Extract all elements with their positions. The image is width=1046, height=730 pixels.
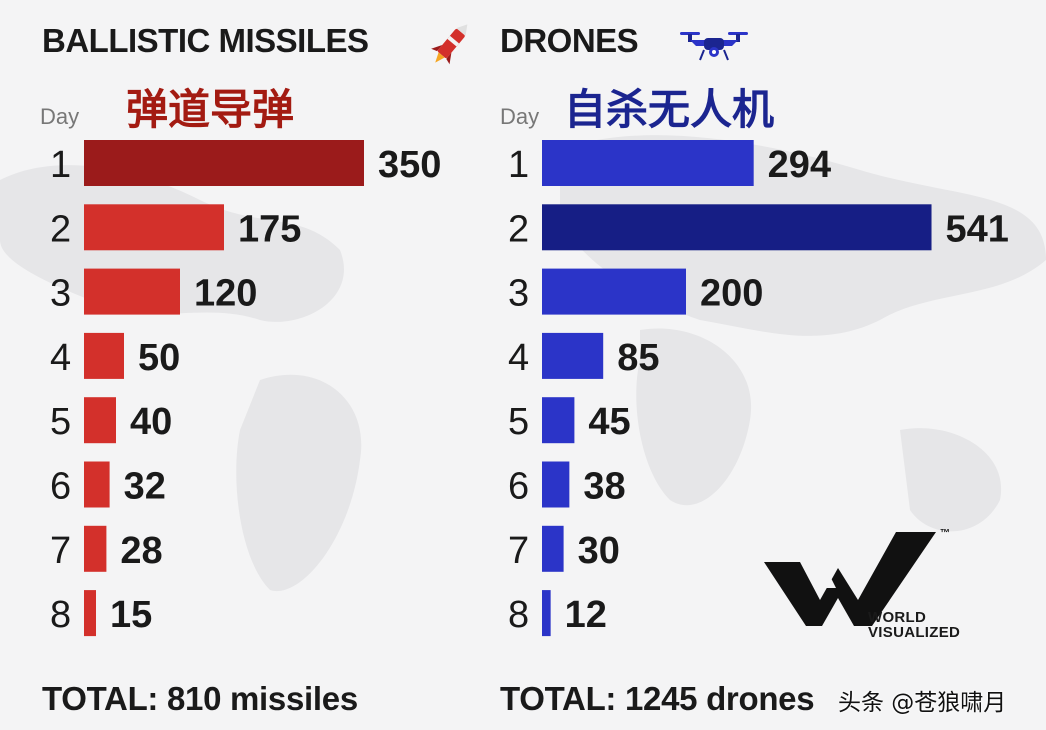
drones-day-tick: 8 (508, 594, 529, 636)
drones-value-label: 541 (946, 208, 1009, 250)
drones-cn-title: 自杀无人机 (564, 85, 775, 134)
missiles-day-label: Day (40, 104, 80, 129)
drones-bar (542, 525, 564, 572)
logo-text-line2: VISUALIZED (868, 624, 961, 641)
drones-value-label: 200 (700, 273, 763, 315)
missiles-day-tick: 1 (50, 144, 71, 186)
missiles-total: TOTAL: 810 missiles (42, 680, 358, 717)
missiles-day-tick: 3 (50, 273, 71, 315)
missiles-day-tick: 5 (50, 401, 71, 443)
missiles-value-label: 120 (194, 273, 257, 315)
drones-bar (542, 268, 686, 315)
missiles-value-label: 50 (138, 337, 180, 379)
drone-icon (680, 32, 748, 61)
drones-day-tick: 7 (508, 530, 529, 572)
drones-value-label: 85 (617, 337, 659, 379)
missiles-bar (84, 204, 224, 251)
missiles-value-label: 350 (378, 144, 441, 186)
drones-bar (542, 461, 570, 508)
drones-bar (542, 332, 604, 379)
drones-day-tick: 1 (508, 144, 529, 186)
missiles-day-tick: 6 (50, 466, 71, 508)
missiles-bar (84, 590, 96, 637)
drones-day-tick: 2 (508, 208, 529, 250)
missiles-day-tick: 7 (50, 530, 71, 572)
missiles-day-tick: 4 (50, 337, 71, 379)
drones-value-label: 38 (583, 466, 625, 508)
drones-day-tick: 3 (508, 273, 529, 315)
drones-total: TOTAL: 1245 drones (500, 680, 815, 717)
drones-value-label: 294 (768, 144, 831, 186)
drones-value-label: 30 (578, 530, 620, 572)
drones-bar (542, 590, 551, 637)
drones-day-tick: 6 (508, 466, 529, 508)
drones-value-label: 45 (588, 401, 630, 443)
missiles-value-label: 175 (238, 208, 301, 250)
missiles-bar (84, 525, 107, 572)
missiles-value-label: 15 (110, 594, 152, 636)
drones-bar-chart: 1 294 2 541 3 200 4 85 5 45 6 38 7 30 8 12 (508, 140, 1009, 637)
logo-text: WORLD VISUALIZED (868, 610, 960, 640)
drones-bar (542, 204, 932, 251)
missiles-bar (84, 397, 116, 444)
drones-bar (542, 140, 754, 186)
missiles-bar (84, 140, 364, 186)
logo-trademark: ™ (940, 528, 950, 539)
missiles-value-label: 28 (120, 530, 162, 572)
missiles-bar-chart: 1 350 2 175 3 120 4 50 5 40 6 32 7 28 8 15 (50, 140, 441, 637)
missiles-value-label: 40 (130, 401, 172, 443)
rocket-icon (431, 24, 468, 65)
missiles-title: BALLISTIC MISSILES (42, 22, 369, 59)
missiles-bar (84, 268, 180, 315)
drones-title: DRONES (500, 22, 639, 59)
drones-panel: DRONES 自杀无人机 Day 1 294 2 541 3 200 4 85 5 45 6 38 7 3… (458, 0, 1009, 730)
missiles-bar (84, 332, 124, 379)
missiles-panel: BALLISTIC MISSILES 弹道导弹 Day 1 350 2 175 3 120… (0, 0, 470, 730)
missiles-value-label: 32 (124, 466, 166, 508)
world-visualized-logo (764, 532, 936, 626)
drones-day-label: Day (500, 104, 540, 129)
drones-value-label: 12 (565, 594, 607, 636)
drones-bar (542, 397, 575, 444)
drones-day-tick: 4 (508, 337, 529, 379)
watermark: 头条 @苍狼啸月 (838, 690, 1007, 716)
missiles-day-tick: 8 (50, 594, 71, 636)
missiles-day-tick: 2 (50, 208, 71, 250)
logo-text-line1: WORLD (868, 609, 927, 626)
drones-day-tick: 5 (508, 401, 529, 443)
missiles-bar (84, 461, 110, 508)
missiles-cn-title: 弹道导弹 (126, 85, 295, 134)
